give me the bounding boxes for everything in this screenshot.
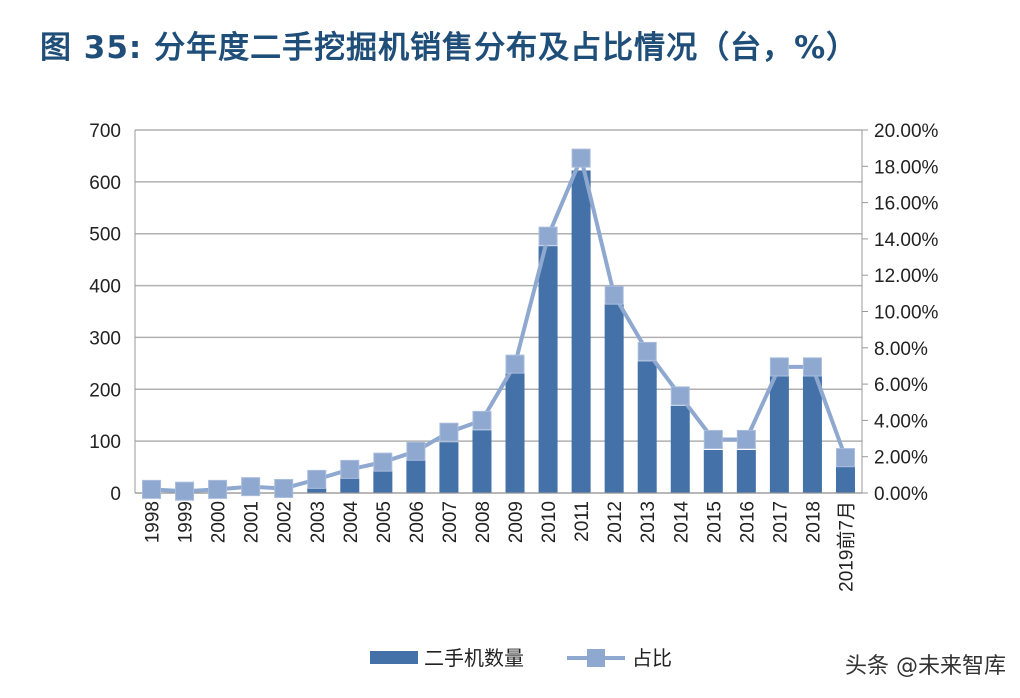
line-marker bbox=[571, 148, 591, 168]
x-tick-label: 1998 bbox=[143, 501, 164, 543]
x-tick-label: 2006 bbox=[407, 501, 428, 543]
line-marker bbox=[802, 357, 822, 377]
bar bbox=[505, 372, 525, 493]
line-marker bbox=[241, 477, 261, 497]
x-tick-label: 2009 bbox=[506, 501, 527, 543]
y-left-tick-label: 500 bbox=[89, 225, 121, 246]
y-right-tick-label: 10.00% bbox=[874, 303, 939, 324]
y-right-tick-label: 16.00% bbox=[874, 194, 939, 215]
x-tick-label: 2015 bbox=[704, 501, 725, 543]
y-left-tick-label: 0 bbox=[110, 484, 121, 505]
x-tick-label: 2007 bbox=[440, 501, 461, 543]
y-right-tick-label: 6.00% bbox=[874, 375, 928, 396]
line-marker bbox=[637, 341, 657, 361]
y-left-tick-label: 100 bbox=[89, 432, 121, 453]
bar bbox=[835, 467, 855, 493]
y-right-tick-label: 2.00% bbox=[874, 448, 928, 469]
line-marker bbox=[505, 354, 525, 374]
line-marker bbox=[670, 386, 690, 406]
line-marker bbox=[274, 478, 294, 498]
x-tick-label: 1999 bbox=[176, 501, 197, 543]
line-marker bbox=[142, 479, 162, 499]
bar bbox=[373, 471, 393, 493]
legend-marker bbox=[587, 649, 605, 667]
bar bbox=[703, 449, 723, 493]
x-tick-label: 2013 bbox=[638, 501, 659, 543]
x-tick-label: 2017 bbox=[770, 501, 791, 543]
legend-swatch-bar bbox=[370, 651, 418, 664]
x-tick-label: 2001 bbox=[242, 501, 263, 543]
line-marker bbox=[373, 452, 393, 472]
x-tick-label: 2016 bbox=[737, 501, 758, 543]
y-right-tick-label: 18.00% bbox=[874, 157, 939, 178]
x-tick-label: 2003 bbox=[308, 501, 329, 543]
line-marker bbox=[736, 429, 756, 449]
y-right-tick-label: 14.00% bbox=[874, 230, 939, 251]
bar bbox=[736, 449, 756, 493]
bar bbox=[802, 376, 822, 493]
y-right-tick-label: 4.00% bbox=[874, 411, 928, 432]
y-right-tick-label: 12.00% bbox=[874, 266, 939, 287]
bar bbox=[472, 430, 492, 493]
legend-label-bar: 二手机数量 bbox=[424, 647, 524, 670]
x-tick-label: 2018 bbox=[803, 501, 824, 543]
line-marker bbox=[703, 429, 723, 449]
bar bbox=[670, 405, 690, 493]
bar bbox=[307, 487, 327, 493]
line-marker bbox=[307, 469, 327, 489]
bar bbox=[340, 478, 360, 493]
y-left-tick-label: 200 bbox=[89, 380, 121, 401]
line-series bbox=[151, 151, 848, 494]
line-marker bbox=[439, 422, 459, 442]
line-marker bbox=[604, 285, 624, 305]
y-left-tick-label: 600 bbox=[89, 173, 121, 194]
line-marker bbox=[769, 357, 789, 377]
chart-title: 图 35: 分年度二手挖掘机销售分布及占比情况（台，%） bbox=[40, 30, 859, 66]
y-right-tick-label: 8.00% bbox=[874, 339, 928, 360]
x-tick-label: 2002 bbox=[275, 501, 296, 543]
y-right-tick-label: 0.00% bbox=[874, 484, 928, 505]
bar bbox=[406, 460, 426, 493]
line-marker bbox=[340, 459, 360, 479]
bar bbox=[538, 246, 558, 493]
y-right-tick-label: 20.00% bbox=[874, 121, 939, 142]
y-left-tick-label: 400 bbox=[89, 277, 121, 298]
line-marker bbox=[175, 481, 195, 501]
x-tick-label: 2014 bbox=[671, 501, 692, 544]
x-tick-label: 2010 bbox=[539, 501, 560, 543]
legend-label-line: 占比 bbox=[632, 647, 672, 670]
line-marker bbox=[538, 226, 558, 246]
x-tick-label: 2008 bbox=[473, 501, 494, 543]
x-tick-label: 2019前7月 bbox=[835, 501, 857, 592]
line-marker bbox=[208, 479, 228, 499]
x-tick-label: 2004 bbox=[341, 501, 362, 544]
bar bbox=[571, 170, 591, 493]
x-tick-label: 2000 bbox=[209, 501, 230, 543]
bar bbox=[604, 304, 624, 493]
x-tick-label: 2012 bbox=[605, 501, 626, 543]
x-tick-label: 2011 bbox=[572, 501, 593, 542]
x-tick-label: 2005 bbox=[374, 501, 395, 543]
y-left-tick-label: 700 bbox=[89, 121, 121, 142]
line-marker bbox=[472, 410, 492, 430]
bar bbox=[769, 376, 789, 493]
line-marker bbox=[406, 441, 426, 461]
watermark: 头条 @未来智库 bbox=[845, 654, 1006, 679]
bar bbox=[637, 361, 657, 493]
line-marker bbox=[835, 448, 855, 468]
bar bbox=[439, 442, 459, 493]
y-left-tick-label: 300 bbox=[89, 328, 121, 349]
